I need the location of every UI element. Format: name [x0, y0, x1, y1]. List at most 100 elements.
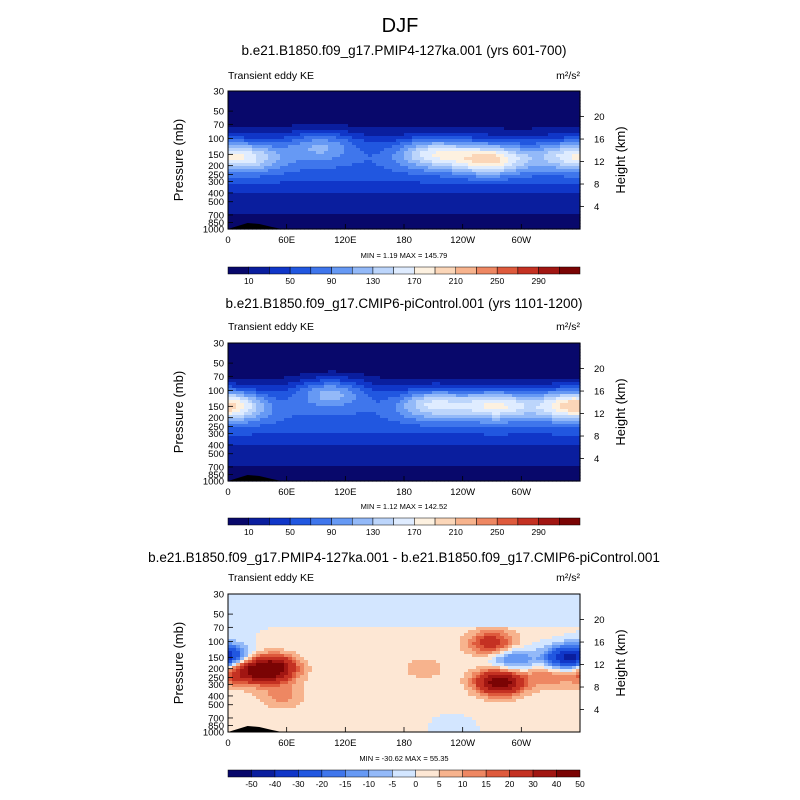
heatmap-cell: [296, 184, 301, 188]
heatmap-cell: [548, 151, 553, 155]
heatmap-cell: [424, 124, 429, 128]
heatmap-cell: [536, 187, 541, 191]
heatmap-cell: [508, 142, 513, 146]
heatmap-cell: [300, 121, 305, 125]
heatmap-cell: [532, 103, 537, 107]
heatmap-cell: [548, 103, 553, 107]
heatmap-cell: [236, 109, 241, 113]
heatmap-cell: [536, 166, 541, 170]
heatmap-cell: [576, 124, 581, 128]
heatmap-cell: [428, 178, 433, 182]
heatmap-cell: [416, 106, 421, 110]
heatmap-cell: [440, 154, 445, 158]
heatmap-cell: [424, 193, 429, 197]
heatmap-cell: [336, 103, 341, 107]
heatmap-cell: [572, 109, 577, 113]
heatmap-cell: [388, 181, 393, 185]
heatmap-cell: [548, 163, 553, 167]
heatmap-cell: [472, 184, 477, 188]
heatmap-cell: [488, 115, 493, 119]
heatmap-cell: [440, 121, 445, 125]
heatmap-cell: [272, 193, 277, 197]
heatmap-cell: [260, 103, 265, 107]
heatmap-cell: [496, 184, 501, 188]
heatmap-cell: [364, 166, 369, 170]
heatmap-cell: [508, 166, 513, 170]
heatmap-cell: [400, 157, 405, 161]
panel-title: b.e21.B1850.f09_g17.PMIP4-127ka.001 (yrs…: [242, 43, 567, 58]
heatmap-cell: [544, 100, 549, 104]
heatmap-cell: [264, 112, 269, 116]
heatmap-cell: [404, 136, 409, 140]
heatmap-cell: [524, 103, 529, 107]
heatmap-cell: [568, 100, 573, 104]
heatmap-cell: [364, 127, 369, 131]
heatmap-cell: [356, 106, 361, 110]
heatmap-cell: [404, 169, 409, 173]
heatmap-cell: [556, 184, 561, 188]
heatmap-cell: [316, 100, 321, 104]
heatmap-cell: [304, 145, 309, 149]
heatmap-cell: [348, 94, 353, 98]
heatmap-cell: [400, 103, 405, 107]
heatmap-cell: [288, 148, 293, 152]
heatmap-cell: [292, 148, 297, 152]
heatmap-cell: [296, 166, 301, 170]
heatmap-cell: [544, 151, 549, 155]
heatmap-cell: [532, 181, 537, 185]
heatmap-cell: [564, 97, 569, 101]
heatmap-cell: [360, 175, 365, 179]
heatmap-cell: [412, 109, 417, 113]
heatmap-cell: [576, 106, 581, 110]
heatmap-cell: [436, 139, 441, 143]
heatmap-cell: [236, 118, 241, 122]
heatmap-cell: [416, 136, 421, 140]
heatmap-cell: [448, 121, 453, 125]
heatmap-cell: [264, 175, 269, 179]
heatmap-cell: [492, 121, 497, 125]
heatmap-cell: [436, 97, 441, 101]
heatmap-cell: [472, 97, 477, 101]
heatmap-cell: [528, 202, 533, 206]
heatmap-cell: [240, 154, 245, 158]
heatmap-cell: [560, 175, 565, 179]
heatmap-cell: [492, 142, 497, 146]
heatmap-cell: [412, 100, 417, 104]
heatmap-cell: [408, 166, 413, 170]
heatmap-cell: [272, 187, 277, 191]
heatmap-cell: [456, 193, 461, 197]
heatmap-cell: [464, 148, 469, 152]
heatmap-cell: [232, 100, 237, 104]
heatmap-cell: [536, 112, 541, 116]
heatmap-cell: [500, 94, 505, 98]
heatmap-cell: [548, 181, 553, 185]
heatmap-cell: [424, 151, 429, 155]
heatmap-cell: [528, 97, 533, 101]
heatmap-cell: [316, 142, 321, 146]
heatmap-cell: [500, 178, 505, 182]
heatmap-cell: [388, 175, 393, 179]
heatmap-cell: [360, 181, 365, 185]
heatmap-cell: [312, 94, 317, 98]
heatmap-cell: [456, 190, 461, 194]
heatmap-cell: [544, 172, 549, 176]
heatmap-cell: [248, 103, 253, 107]
heatmap-cell: [420, 193, 425, 197]
heatmap-cell: [372, 106, 377, 110]
heatmap-cell: [376, 187, 381, 191]
heatmap-cell: [252, 112, 257, 116]
heatmap-cell: [320, 142, 325, 146]
heatmap-cell: [460, 136, 465, 140]
heatmap-cell: [452, 169, 457, 173]
heatmap-cell: [492, 115, 497, 119]
heatmap-cell: [332, 178, 337, 182]
heatmap-cell: [364, 115, 369, 119]
heatmap-cell: [400, 130, 405, 134]
heatmap-cell: [544, 106, 549, 110]
heatmap-cell: [240, 91, 245, 95]
heatmap-cell: [304, 148, 309, 152]
heatmap-cell: [272, 196, 277, 200]
heatmap-cell: [488, 139, 493, 143]
heatmap-cell: [428, 91, 433, 95]
heatmap-cell: [308, 130, 313, 134]
